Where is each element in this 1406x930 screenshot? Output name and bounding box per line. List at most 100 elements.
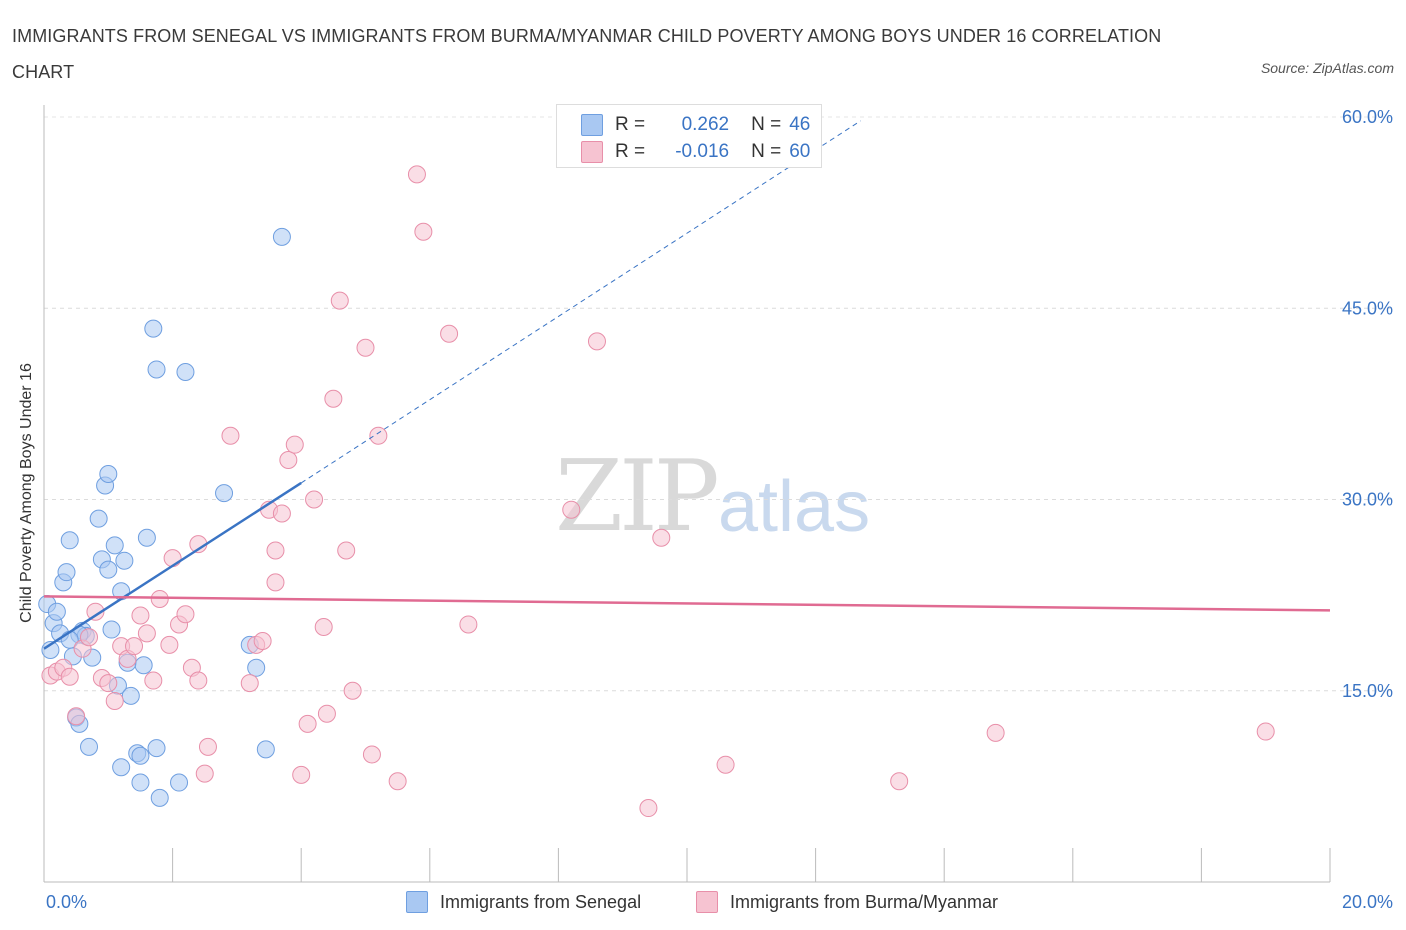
data-point-senegal <box>57 563 76 582</box>
data-point-senegal <box>131 773 150 792</box>
data-point-senegal <box>137 528 156 547</box>
data-point-senegal <box>105 536 124 555</box>
data-point-burma <box>324 389 343 408</box>
data-point-burma <box>343 681 362 700</box>
data-point-burma <box>716 755 735 774</box>
data-point-burma <box>137 624 156 643</box>
data-point-senegal <box>134 656 153 675</box>
source-label: Source: ZipAtlas.com <box>1260 60 1394 76</box>
data-point-senegal <box>80 737 99 756</box>
data-point-burma <box>285 435 304 454</box>
data-point-burma <box>189 671 208 690</box>
data-point-burma <box>125 637 144 656</box>
data-point-senegal <box>147 739 166 758</box>
data-point-senegal <box>112 758 131 777</box>
data-point-burma <box>253 632 272 651</box>
trendline-senegal-extension <box>300 120 861 484</box>
trendline-senegal <box>43 481 302 650</box>
data-point-burma <box>587 332 606 351</box>
data-point-burma <box>986 723 1005 742</box>
data-point-burma <box>330 291 349 310</box>
data-point-senegal <box>102 620 121 639</box>
bottom-legend-label-senegal: Immigrants from Senegal <box>440 891 642 912</box>
x-tick-label: 20.0% <box>1342 892 1393 912</box>
data-point-senegal <box>256 740 275 759</box>
bottom-legend-senegal: Immigrants from Senegal <box>406 890 641 914</box>
data-point-burma <box>305 490 324 509</box>
data-point-senegal <box>121 686 140 705</box>
trendline-burma <box>43 595 1331 612</box>
data-point-burma <box>279 450 298 469</box>
data-point-burma <box>317 704 336 723</box>
data-point-senegal <box>176 363 195 381</box>
legend-n-label: N = <box>751 141 782 162</box>
bottom-legend-burma: Immigrants from Burma/Myanmar <box>696 890 998 914</box>
data-point-senegal <box>41 640 60 659</box>
legend-row-senegal: R = 0.262 N = 46 <box>581 113 810 137</box>
data-point-burma <box>144 671 163 690</box>
data-point-senegal <box>147 360 166 379</box>
data-point-burma <box>639 799 658 818</box>
data-point-burma <box>362 745 381 764</box>
data-point-burma <box>160 635 179 654</box>
data-point-burma <box>195 764 214 783</box>
data-point-burma <box>198 737 217 756</box>
watermark-zip: ZIP <box>555 440 720 554</box>
legend-n-value-senegal: 46 <box>789 114 811 135</box>
data-point-burma <box>337 541 356 560</box>
data-point-senegal <box>144 319 163 338</box>
data-point-burma <box>414 222 433 241</box>
data-point-burma <box>356 338 375 357</box>
data-point-burma <box>298 714 317 733</box>
y-axis-label: Child Poverty Among Boys Under 16 <box>18 363 35 623</box>
data-point-senegal <box>99 560 118 579</box>
data-point-senegal <box>247 658 266 677</box>
data-point-senegal <box>60 531 79 550</box>
legend-swatch-senegal <box>581 114 603 136</box>
data-point-burma <box>369 426 388 445</box>
data-point-senegal <box>89 509 108 528</box>
correlation-legend: R = 0.262 N = 46 R = -0.016 N = 60 <box>556 104 822 168</box>
data-point-burma <box>131 606 150 625</box>
legend-r-label: R = <box>615 114 646 135</box>
bottom-legend-swatch-senegal <box>406 891 428 913</box>
legend-r-value-burma: -0.016 <box>675 141 730 162</box>
data-point-burma <box>240 674 259 693</box>
legend-swatch-burma <box>581 141 603 163</box>
legend-r-value-senegal: 0.262 <box>681 114 730 135</box>
bottom-legend-label-burma: Immigrants from Burma/Myanmar <box>730 891 999 912</box>
legend-n-value-burma: 60 <box>789 141 811 162</box>
chart-title: IMMIGRANTS FROM SENEGAL VS IMMIGRANTS FR… <box>12 26 1162 82</box>
data-point-burma <box>163 549 182 568</box>
watermark-atlas: atlas <box>718 467 871 547</box>
data-point-burma <box>266 541 285 560</box>
x-tick-label: 0.0% <box>46 892 87 912</box>
y-tick-label: 45.0% <box>1342 298 1393 318</box>
legend-r-label: R = <box>615 141 646 162</box>
data-point-burma <box>407 165 426 184</box>
data-point-senegal <box>150 788 169 807</box>
y-tick-label: 30.0% <box>1342 490 1393 510</box>
data-point-senegal <box>131 746 150 765</box>
data-point-burma <box>266 573 285 592</box>
bottom-legend-swatch-burma <box>696 891 718 913</box>
data-point-burma <box>314 618 333 636</box>
data-point-burma <box>105 691 124 710</box>
legend-n-label: N = <box>751 114 782 135</box>
y-tick-label: 60.0% <box>1342 107 1393 127</box>
data-point-senegal <box>170 773 189 792</box>
data-point-burma <box>459 615 478 634</box>
data-point-burma <box>176 605 195 624</box>
data-point-burma <box>67 707 86 726</box>
data-point-burma <box>388 772 407 791</box>
data-point-senegal <box>99 465 118 483</box>
data-point-burma <box>440 324 459 343</box>
y-tick-label: 15.0% <box>1342 681 1393 701</box>
data-point-senegal <box>215 484 234 503</box>
data-point-burma <box>221 426 240 445</box>
data-point-burma <box>1256 722 1275 741</box>
data-point-burma <box>890 772 909 791</box>
data-point-burma <box>272 504 291 523</box>
data-point-burma <box>99 674 118 693</box>
data-point-burma <box>292 765 311 784</box>
